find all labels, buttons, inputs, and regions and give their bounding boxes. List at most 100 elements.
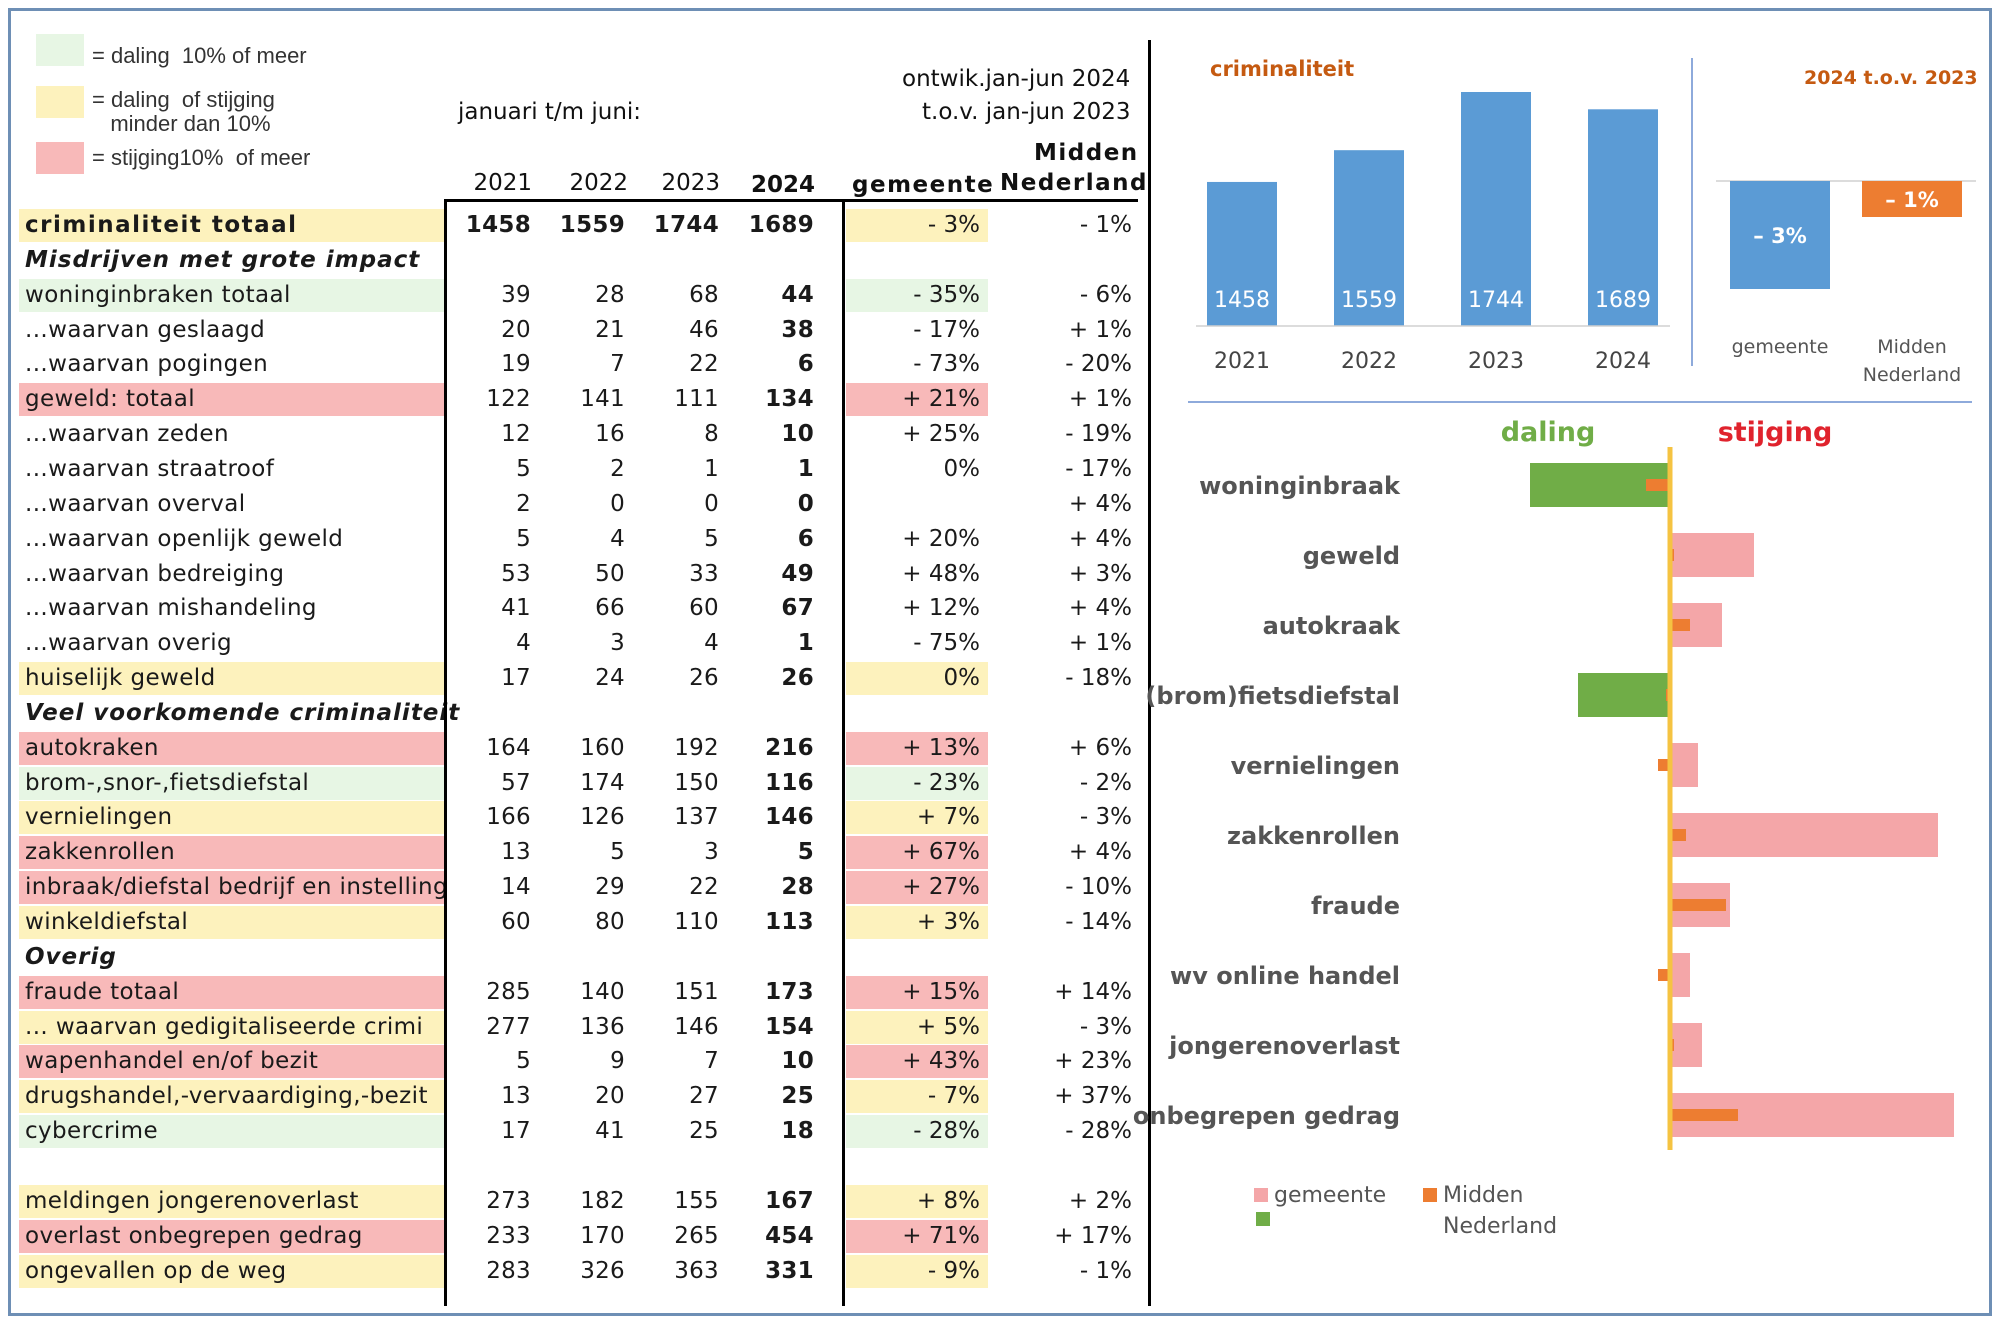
cell-gemeente-change: 0% <box>943 665 981 692</box>
cell-midden-nederland-change: - 1% <box>1079 212 1132 238</box>
row-change-highlight <box>846 871 988 905</box>
cell-midden-nederland-change: + 4% <box>1068 525 1132 552</box>
cell-gemeente-change: - 73% <box>913 351 980 378</box>
cell-midden-nederland-change: + 1% <box>1068 316 1132 343</box>
cell-gemeente-change: + 21% <box>902 386 980 413</box>
bar-midden-nederland <box>1670 829 1686 841</box>
bar-midden-nederland <box>1658 759 1670 771</box>
legend-label-gemeente: gemeente <box>1274 1183 1386 1208</box>
cell-2022: 80 <box>595 909 625 935</box>
cell-midden-nederland-change: + 2% <box>1068 1187 1132 1214</box>
chart1-title: criminaliteit <box>1210 57 1354 81</box>
bar-gemeente <box>1670 743 1698 787</box>
cell-2023: 68 <box>689 281 719 308</box>
bar-value-label: 1458 <box>1214 288 1270 313</box>
table-row: huiselijk geweld 17 24 26 26 0% - 18% <box>0 662 1140 696</box>
cell-2022: 140 <box>580 978 625 1005</box>
cell-gemeente-change: - 75% <box>913 630 980 657</box>
row-label-highlight <box>19 906 444 939</box>
row-label-highlight <box>19 1010 444 1044</box>
cell-2024: 0 <box>797 490 814 517</box>
row-label: woninginbraken totaal <box>25 281 291 308</box>
row-label: inbraak/diefstal bedrijf en instelling <box>25 874 449 901</box>
cell-2024: 134 <box>765 386 814 413</box>
cell-2021: 5 <box>516 455 531 482</box>
row-label: vernielingen <box>25 804 173 831</box>
x-tick-label: 2023 <box>1468 349 1524 374</box>
cell-midden-nederland-change: + 6% <box>1068 734 1132 761</box>
development-label-1: ontwik.jan-jun 2024 <box>902 66 1131 92</box>
category-label: wv online handel <box>1170 962 1400 990</box>
row-label: ...waarvan zeden <box>25 421 229 448</box>
cell-midden-nederland-change: - 1% <box>1079 1257 1132 1284</box>
cell-2021: 20 <box>501 316 531 343</box>
cell-2024: 28 <box>781 874 814 901</box>
cell-gemeente-change: + 43% <box>902 1048 980 1075</box>
cell-gemeente-change: - 7% <box>927 1083 980 1110</box>
legend-label-green: = daling 10% of meer <box>92 43 307 68</box>
x-tick-label: Nederland <box>1863 364 1962 386</box>
row-change-highlight <box>846 1184 988 1218</box>
x-tick-label: 2021 <box>1214 349 1270 374</box>
cell-2023: 265 <box>674 1222 719 1249</box>
cell-midden-nederland-change: + 17% <box>1054 1222 1132 1249</box>
cell-gemeente-change: - 23% <box>913 769 980 796</box>
cell-2023: 1 <box>704 455 719 482</box>
cell-2021: 39 <box>501 281 531 308</box>
cell-2023: 150 <box>674 769 719 796</box>
row-change-highlight <box>846 1254 988 1288</box>
row-label-highlight <box>19 1045 444 1079</box>
bar-gemeente <box>1670 953 1690 997</box>
cell-2022: 174 <box>580 769 625 796</box>
cell-2023: 60 <box>689 595 719 622</box>
row-label-highlight <box>19 209 444 242</box>
cell-gemeente-change: - 3% <box>927 212 980 238</box>
cell-2024: 1 <box>797 455 814 482</box>
cell-gemeente-change: + 48% <box>902 560 980 587</box>
row-label: overlast onbegrepen gedrag <box>25 1222 363 1249</box>
bar-midden-nederland <box>1670 619 1690 631</box>
table-row: criminaliteit totaal 1458 1559 1744 1689 - 3%… <box>0 209 1140 242</box>
bar-2022 <box>1334 150 1404 326</box>
cell-2023: 363 <box>674 1257 719 1284</box>
cell-2021: 285 <box>486 978 531 1005</box>
cell-midden-nederland-change: - 6% <box>1079 281 1132 308</box>
section-header: Misdrijven met grote impact <box>0 244 1140 277</box>
cell-2021: 4 <box>516 630 531 657</box>
x-tick-label: Midden <box>1877 336 1947 358</box>
cell-2022: 2 <box>610 455 625 482</box>
row-change-highlight <box>846 1080 988 1114</box>
section-header: Veel voorkomende criminaliteit <box>0 697 1140 730</box>
category-label: fraude <box>1311 892 1400 920</box>
table-row: ...waarvan overig 4 3 4 1 - 75% + 1% <box>0 627 1140 660</box>
cell-2023: 151 <box>674 978 719 1005</box>
table-row: ...waarvan pogingen 19 7 22 6 - 73% - 20% <box>0 348 1140 381</box>
table-row: zakkenrollen 13 5 3 5 + 67% + 4% <box>0 836 1140 870</box>
row-label-highlight <box>19 1184 444 1218</box>
cell-midden-nederland-change: + 14% <box>1054 978 1132 1005</box>
cell-2023: 137 <box>674 804 719 831</box>
cell-2022: 21 <box>595 316 625 343</box>
row-label-highlight <box>19 801 444 835</box>
cell-2024: 26 <box>781 665 814 692</box>
chart3-bars: woninginbraak geweld autokraak (brom)fietsd… <box>1133 447 1954 1150</box>
cell-2022: 0 <box>610 490 625 517</box>
cell-2022: 66 <box>595 595 625 622</box>
legend-swatch-green <box>36 34 84 66</box>
row-label: autokraken <box>25 734 159 761</box>
row-label: geweld: totaal <box>25 386 196 413</box>
cell-gemeente-change: + 13% <box>902 734 980 761</box>
bar-value-label: – 3% <box>1753 224 1806 248</box>
cell-gemeente-change: + 20% <box>902 525 980 552</box>
bar-midden-nederland <box>1670 1109 1738 1121</box>
cell-2022: 126 <box>580 804 625 831</box>
legend-label-red: = stijging10% of meer <box>92 145 311 170</box>
cell-2024: 10 <box>781 1048 814 1075</box>
table-row: brom-,snor-,fietsdiefstal 57 174 150 116 - 23… <box>0 766 1140 800</box>
year-header-2022: 2022 <box>569 170 628 196</box>
row-label: zakkenrollen <box>25 839 176 866</box>
row-label-highlight <box>19 766 444 800</box>
cell-2022: 141 <box>580 386 625 413</box>
category-label: geweld <box>1303 542 1400 570</box>
cell-2021: 277 <box>486 1013 531 1040</box>
